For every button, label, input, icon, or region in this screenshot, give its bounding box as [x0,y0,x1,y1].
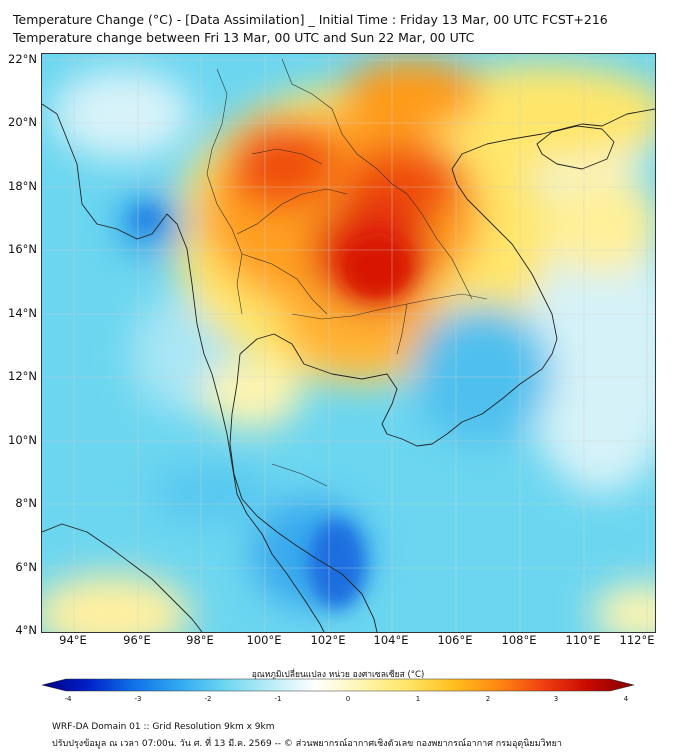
lat-label-6n: 6°N [15,560,37,574]
colorbar-tick-m2: -2 [204,695,212,703]
coast-mainland-west [42,103,325,632]
map-title: Temperature Change (°C) - [Data Assimila… [13,12,608,27]
lon-label-108e: 108°E [501,633,537,647]
lat-label-16n: 16°N [8,242,37,256]
colorbar-strip [41,678,635,692]
lat-label-18n: 18°N [8,179,37,193]
field-light-nw [52,69,192,159]
lat-label-8n: 8°N [15,496,37,510]
lat-label-12n: 12°N [8,369,37,383]
colorbar-label: อุณหภูมิเปลี่ยนแปลง หน่วย องศาเซลเซียส (… [251,670,425,680]
colorbar-tick-m3: -3 [134,695,142,703]
colorbar-tick-2: 2 [485,695,491,703]
lat-label-4n: 4°N [15,623,37,637]
field-yellow-hainan [542,174,655,274]
footer-update-credit: ปรับปรุงข้อมูล ณ เวลา 07:00น. วัน ศ. ที่… [52,739,562,749]
field-blue-andaman [152,464,272,524]
lon-label-94e: 94°E [59,633,87,647]
lon-label-104e: 104°E [373,633,409,647]
lat-label-10n: 10°N [8,433,37,447]
field-light-east [522,214,655,494]
colorbar-tick-0: 0 [345,695,351,703]
field-darkblue-malaya [309,519,365,609]
map-subtitle: Temperature change between Fri 13 Mar, 0… [13,30,475,45]
lon-label-106e: 106°E [437,633,473,647]
field-red-north-thailand [227,119,337,209]
lon-label-98e: 98°E [186,633,214,647]
field-yellow-sw [42,574,192,632]
lon-label-100e: 100°E [246,633,282,647]
lat-label-22n: 22°N [8,52,37,66]
lon-label-96e: 96°E [123,633,151,647]
colorbar-tick-4: 4 [623,695,629,703]
coastlines [42,103,655,632]
coast-vietnam [451,108,655,340]
lon-label-102e: 102°E [310,633,346,647]
colorbar-tick-1: 1 [415,695,421,703]
field-darkred-core [342,239,412,299]
footer-domain-info: WRF-DA Domain 01 :: Grid Resolution 9km … [52,722,275,732]
coast-gulf-thailand [239,333,558,447]
coast-sumatra [42,523,203,632]
field-darkblue-delta [132,207,162,231]
lon-label-110e: 110°E [565,633,601,647]
temperature-change-map [41,53,656,633]
field-yellow-gulf [202,359,302,429]
lon-label-112e: 112°E [619,633,655,647]
field-orange-north [342,59,482,129]
colorbar-tick-m4: -4 [64,695,72,703]
lat-label-20n: 20°N [8,115,37,129]
field-blue-cambodia [412,304,552,444]
colorbar-tick-3: 3 [553,695,559,703]
colorbar [41,678,635,692]
coast-peninsula-east [229,353,378,632]
borders [206,58,488,487]
coast-hainan [536,125,615,170]
colorbar-tick-m1: -1 [274,695,282,703]
lat-label-14n: 14°N [8,306,37,320]
field-yellow-se [592,584,655,632]
